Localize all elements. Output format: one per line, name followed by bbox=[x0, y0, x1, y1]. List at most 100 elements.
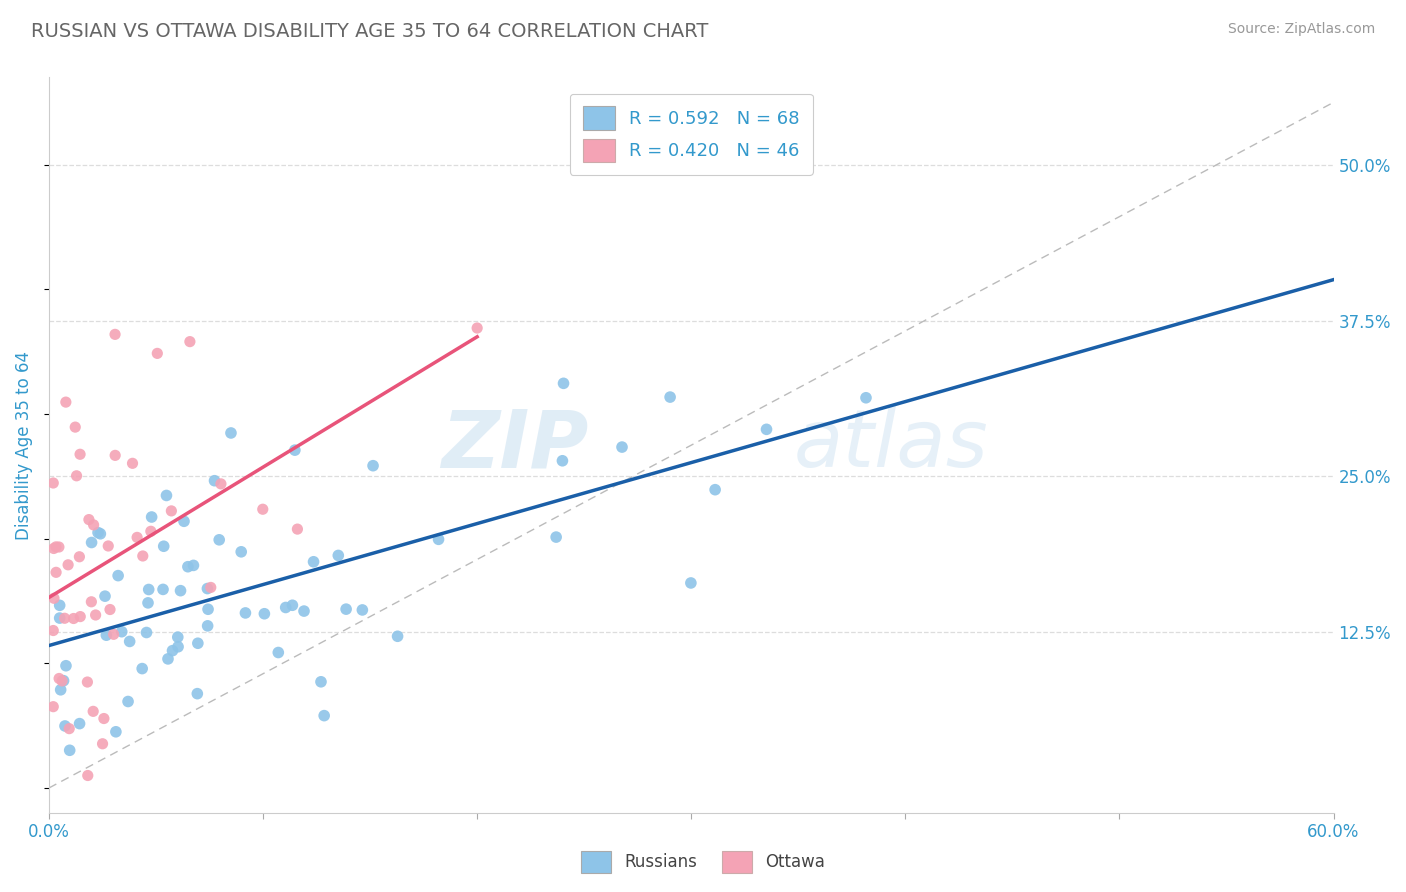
Point bbox=[152, 539, 174, 553]
Point bbox=[80, 595, 103, 609]
Point bbox=[76, 675, 98, 690]
Point bbox=[48, 611, 70, 625]
Point bbox=[197, 602, 219, 616]
Text: Source: ZipAtlas.com: Source: ZipAtlas.com bbox=[1227, 22, 1375, 37]
Point bbox=[107, 568, 129, 582]
Point bbox=[83, 517, 105, 532]
Point bbox=[104, 724, 127, 739]
Point bbox=[156, 652, 179, 666]
Point bbox=[553, 376, 575, 391]
Text: RUSSIAN VS OTTAWA DISABILITY AGE 35 TO 64 CORRELATION CHART: RUSSIAN VS OTTAWA DISABILITY AGE 35 TO 6… bbox=[31, 22, 709, 41]
Point bbox=[314, 708, 336, 723]
Point bbox=[146, 346, 169, 360]
Point bbox=[253, 607, 276, 621]
Point bbox=[610, 440, 633, 454]
Point bbox=[135, 625, 157, 640]
Point bbox=[80, 535, 103, 549]
Point bbox=[52, 673, 75, 688]
Point bbox=[65, 468, 87, 483]
Point bbox=[328, 549, 350, 563]
Point bbox=[87, 525, 110, 540]
Point bbox=[42, 699, 65, 714]
Point bbox=[48, 672, 70, 686]
Point bbox=[132, 549, 155, 563]
Point bbox=[76, 768, 98, 782]
Point bbox=[65, 420, 87, 434]
Point bbox=[42, 475, 65, 490]
Point bbox=[82, 704, 104, 718]
Point bbox=[361, 458, 384, 473]
Point bbox=[187, 636, 209, 650]
Point bbox=[103, 627, 125, 641]
Point bbox=[551, 454, 574, 468]
Point bbox=[42, 541, 65, 556]
Point bbox=[136, 596, 159, 610]
Point bbox=[197, 619, 219, 633]
Point bbox=[252, 502, 274, 516]
Point bbox=[546, 530, 568, 544]
Point bbox=[131, 662, 153, 676]
Point bbox=[855, 391, 877, 405]
Point bbox=[111, 624, 134, 639]
Point bbox=[281, 599, 304, 613]
Point bbox=[104, 327, 127, 342]
Point bbox=[219, 425, 242, 440]
Point bbox=[138, 582, 160, 597]
Point bbox=[152, 582, 174, 597]
Point bbox=[84, 607, 107, 622]
Point bbox=[49, 682, 72, 697]
Point bbox=[204, 474, 226, 488]
Point bbox=[292, 604, 315, 618]
Point bbox=[121, 456, 143, 470]
Point bbox=[335, 602, 357, 616]
Point bbox=[77, 512, 100, 526]
Point bbox=[183, 558, 205, 573]
Point bbox=[160, 504, 183, 518]
Point bbox=[118, 634, 141, 648]
Point bbox=[179, 334, 201, 349]
Point bbox=[53, 719, 76, 733]
Y-axis label: Disability Age 35 to 64: Disability Age 35 to 64 bbox=[15, 351, 32, 540]
Point bbox=[97, 539, 120, 553]
Point bbox=[186, 687, 208, 701]
Point bbox=[704, 483, 727, 497]
Point bbox=[96, 628, 118, 642]
Point bbox=[284, 443, 307, 458]
Point bbox=[69, 609, 91, 624]
Point bbox=[267, 646, 290, 660]
Point bbox=[89, 526, 111, 541]
Point bbox=[679, 576, 702, 591]
Point bbox=[173, 514, 195, 528]
Point bbox=[231, 545, 253, 559]
Point bbox=[55, 395, 77, 409]
Point bbox=[177, 559, 200, 574]
Point bbox=[387, 629, 409, 643]
Point bbox=[42, 624, 65, 638]
Text: ZIP: ZIP bbox=[441, 406, 589, 484]
Text: atlas: atlas bbox=[794, 406, 988, 484]
Point bbox=[94, 589, 117, 603]
Point bbox=[302, 555, 325, 569]
Point bbox=[162, 643, 184, 657]
Legend: R = 0.592   N = 68, R = 0.420   N = 46: R = 0.592 N = 68, R = 0.420 N = 46 bbox=[569, 94, 813, 175]
Point bbox=[287, 522, 309, 536]
Point bbox=[309, 674, 332, 689]
Point bbox=[139, 524, 162, 539]
Point bbox=[48, 540, 70, 554]
Point bbox=[58, 722, 80, 736]
Point bbox=[93, 712, 115, 726]
Point bbox=[427, 533, 450, 547]
Point bbox=[155, 488, 177, 502]
Point bbox=[208, 533, 231, 547]
Point bbox=[235, 606, 257, 620]
Point bbox=[141, 510, 163, 524]
Point bbox=[200, 581, 222, 595]
Point bbox=[169, 583, 191, 598]
Point bbox=[352, 603, 374, 617]
Point bbox=[465, 321, 488, 335]
Point bbox=[51, 673, 73, 688]
Point bbox=[62, 611, 84, 625]
Point bbox=[45, 566, 67, 580]
Point bbox=[67, 549, 90, 564]
Point bbox=[167, 640, 190, 654]
